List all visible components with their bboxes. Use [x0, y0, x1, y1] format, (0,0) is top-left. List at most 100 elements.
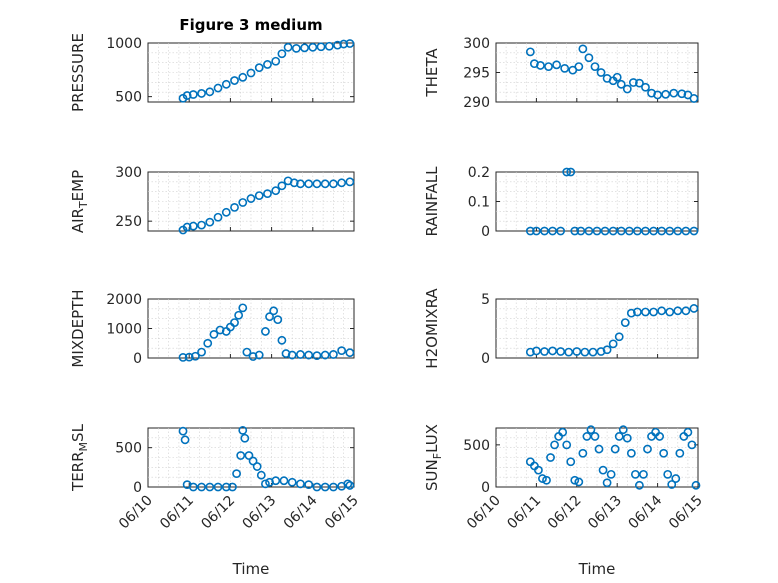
data-point [254, 350, 264, 360]
data-point [203, 338, 213, 348]
data-point [345, 481, 355, 490]
data-point [590, 432, 600, 441]
data-point [536, 61, 545, 70]
data-point [608, 339, 618, 349]
data-point [683, 427, 693, 437]
data-point [562, 440, 572, 450]
data-point [540, 347, 549, 356]
data-point [689, 226, 699, 236]
data-point [546, 453, 555, 462]
data-point [584, 226, 594, 236]
data-point [580, 347, 590, 357]
data-point [538, 474, 547, 483]
data-point [277, 335, 287, 345]
data-point [574, 477, 584, 487]
data-point [320, 350, 330, 360]
data-point [312, 351, 322, 361]
x-tick-label: 06/12 [198, 493, 238, 533]
x-tick-label: 06/14 [626, 492, 666, 532]
data-point [578, 44, 588, 54]
data-point [655, 432, 665, 441]
data-point [304, 350, 314, 360]
data-point [228, 482, 237, 492]
subplot-air-temp: 250 300 AIRTEMP [69, 165, 355, 235]
data-point [574, 62, 584, 71]
data-point [197, 89, 206, 98]
data-point [566, 167, 576, 177]
data-point [610, 444, 620, 454]
data-point [188, 221, 198, 231]
y-tick-label: 300 [115, 165, 142, 181]
data-point [663, 469, 673, 479]
data-point [273, 315, 283, 325]
data-point [287, 350, 297, 360]
data-point [312, 482, 322, 492]
subplot-terr-msl: 0 500 06/10 06/11 06/12 06/13 06/14 06/15 TERRMS… [69, 423, 362, 578]
y-tick-label: 290 [463, 95, 490, 111]
data-point [324, 41, 334, 51]
x-tick-label: 06/15 [322, 493, 362, 533]
data-point [594, 444, 604, 454]
x-tick-label: 06/10 [116, 493, 156, 533]
data-point [343, 479, 353, 489]
data-point [578, 448, 588, 458]
y-tick-label: 500 [463, 438, 490, 454]
data-point [671, 474, 681, 483]
subplot-rainfall: 0 0.1 0.2 RAINFALL [423, 165, 699, 240]
data-point [566, 457, 576, 467]
y-tick-label: 1000 [106, 36, 142, 52]
data-point [606, 469, 616, 479]
data-point [182, 222, 192, 232]
data-point [254, 191, 264, 200]
data-point [586, 425, 596, 435]
x-tick-label: 06/14 [281, 492, 321, 532]
data-point [337, 346, 347, 356]
data-point [328, 482, 338, 492]
data-point [312, 179, 322, 189]
data-point [277, 181, 287, 191]
data-point [582, 432, 592, 441]
data-point [184, 352, 194, 362]
data-point [213, 482, 223, 492]
data-point [665, 307, 675, 317]
data-point [238, 303, 248, 313]
data-point [308, 42, 318, 52]
data-point [221, 207, 231, 217]
data-point [345, 348, 355, 358]
y-tick-label: 250 [115, 214, 142, 230]
data-point [556, 226, 566, 236]
data-point [626, 448, 636, 458]
data-point [649, 307, 658, 317]
data-point [277, 49, 287, 59]
data-point [681, 306, 691, 316]
data-point [657, 226, 667, 236]
x-axis-label: Time [232, 560, 270, 578]
data-point [532, 346, 541, 356]
y-axis-label: RAINFALL [423, 166, 441, 237]
y-tick-label: 5 [481, 292, 490, 308]
data-point [213, 212, 223, 222]
data-point [602, 345, 612, 355]
data-point [590, 62, 600, 71]
x-tick-label: 06/15 [666, 493, 706, 533]
data-point [296, 179, 305, 189]
data-point [614, 332, 624, 342]
y-axis-label: PRESSURE [69, 33, 87, 112]
y-axis-label: THETA [423, 48, 441, 98]
data-point [271, 476, 281, 486]
data-point [221, 79, 231, 89]
data-point [600, 226, 610, 236]
data-point [242, 347, 252, 357]
data-point [635, 480, 644, 490]
data-point [304, 480, 314, 490]
data-point [188, 90, 198, 99]
data-point [616, 226, 626, 236]
data-point [230, 202, 239, 212]
y-tick-label: 500 [115, 90, 142, 106]
data-point [230, 76, 239, 85]
data-point [592, 226, 602, 236]
data-point [230, 318, 239, 327]
data-point [677, 89, 687, 99]
